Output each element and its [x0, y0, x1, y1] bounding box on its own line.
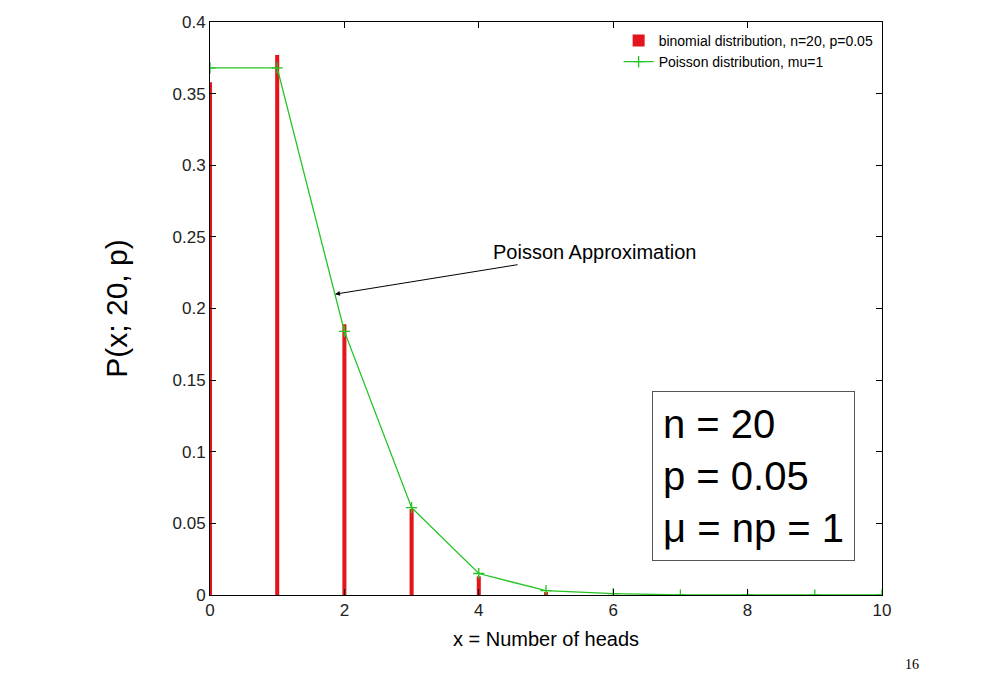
svg-text:0.1: 0.1 — [182, 443, 206, 462]
svg-text:Poisson Approximation: Poisson Approximation — [493, 241, 696, 263]
svg-text:0.4: 0.4 — [182, 13, 206, 32]
svg-text:0.3: 0.3 — [182, 156, 206, 175]
svg-text:2: 2 — [340, 601, 349, 620]
svg-text:16: 16 — [905, 657, 919, 672]
svg-text:0.25: 0.25 — [173, 228, 206, 247]
svg-text:n = 20p = 0.05μ = np = 1: n = 20p = 0.05μ = np = 1 — [663, 402, 844, 550]
svg-text:0.05: 0.05 — [173, 514, 206, 533]
svg-text:0: 0 — [205, 601, 214, 620]
svg-text:0.35: 0.35 — [173, 85, 206, 104]
svg-text:10: 10 — [873, 601, 892, 620]
svg-text:Poisson distribution, mu=1: Poisson distribution, mu=1 — [659, 54, 824, 70]
svg-text:x = Number of heads: x = Number of heads — [453, 628, 639, 650]
svg-text:8: 8 — [743, 601, 752, 620]
svg-text:0: 0 — [196, 586, 205, 605]
svg-text:0.2: 0.2 — [182, 299, 206, 318]
svg-text:binomial distribution, n=20, p: binomial distribution, n=20, p=0.05 — [659, 33, 873, 49]
svg-text:0.15: 0.15 — [173, 371, 206, 390]
svg-text:6: 6 — [608, 601, 617, 620]
svg-text:4: 4 — [474, 601, 483, 620]
svg-text:P(x; 20, p): P(x; 20, p) — [100, 239, 133, 377]
